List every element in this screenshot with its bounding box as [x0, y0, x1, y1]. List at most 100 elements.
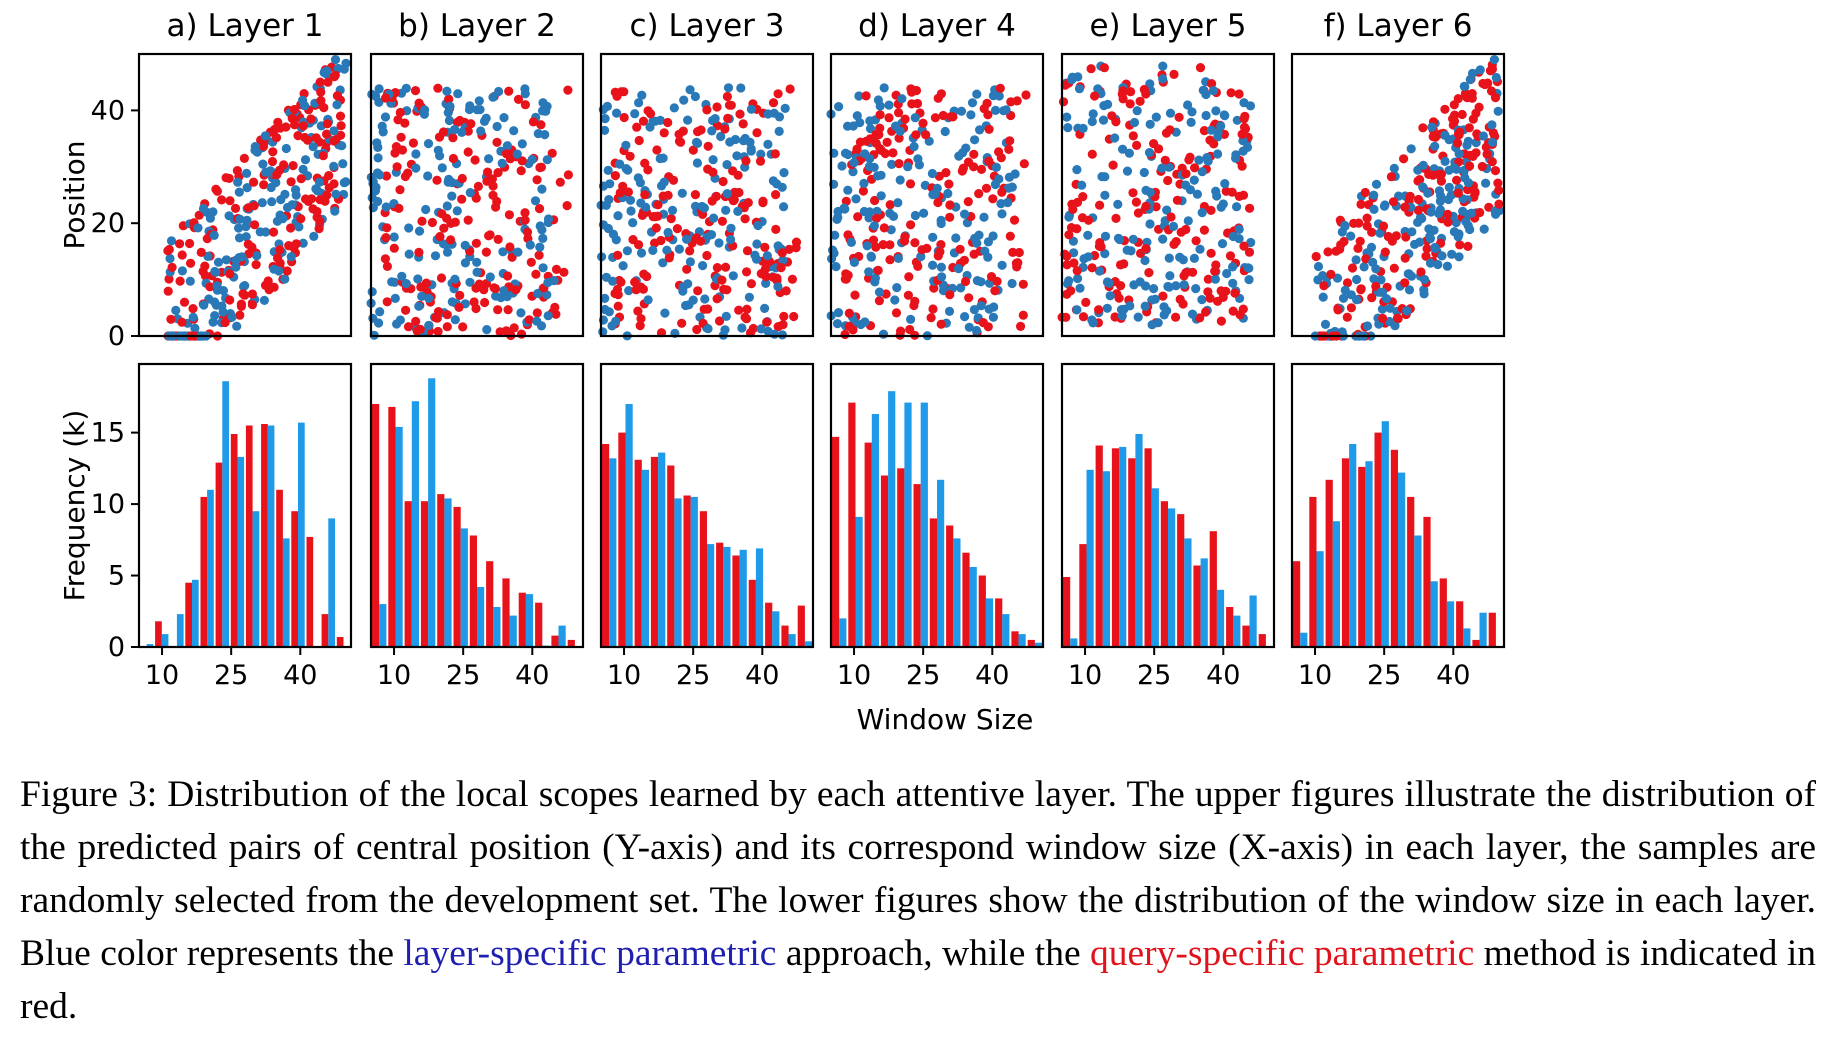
scatter-point-red: [882, 137, 892, 147]
scatter-point-blue: [212, 281, 222, 291]
scatter-point-blue: [1189, 175, 1199, 185]
scatter-point-red: [787, 274, 798, 284]
scatter-point-red: [1428, 132, 1438, 142]
scatter-point-blue: [217, 301, 227, 311]
scatter-point-red: [1443, 217, 1453, 227]
scatter-point-blue: [257, 198, 267, 208]
scatter-point-red: [493, 168, 503, 178]
scatter-point-red: [760, 264, 771, 274]
scatter-point-red: [1234, 191, 1244, 201]
scatter-point-red: [396, 132, 406, 142]
scatter-point-red: [875, 110, 885, 120]
scatter-point-red: [194, 210, 204, 220]
scatter-point-blue: [193, 223, 203, 233]
scatter-point-blue: [1458, 206, 1468, 216]
scatter-point-red: [263, 276, 273, 286]
bar-red: [897, 468, 905, 647]
bar-red: [748, 579, 756, 647]
scatter-point-blue: [1186, 117, 1196, 127]
scatter-point-red: [268, 147, 278, 157]
scatter-point-blue: [679, 95, 689, 105]
bar-red: [864, 442, 872, 647]
scatter-point-blue: [1404, 269, 1414, 279]
scatter-point-red: [717, 275, 727, 285]
scatter-point-blue: [832, 214, 842, 224]
scatter-point-blue: [1430, 141, 1440, 151]
scatter-point-blue: [1430, 242, 1440, 253]
scatter-point-blue: [1434, 208, 1444, 219]
scatter-point-blue: [389, 232, 399, 242]
scatter-point-red: [455, 115, 465, 126]
scatter-point-red: [1386, 172, 1396, 182]
scatter-point-red: [944, 179, 954, 189]
scatter-point-red: [612, 91, 622, 101]
scatter-point-red: [446, 235, 456, 245]
scatter-point-blue: [401, 83, 411, 93]
scatter-point-red: [1111, 117, 1121, 127]
scatter-point-red: [1160, 155, 1170, 165]
scatter-point-blue: [1481, 178, 1491, 188]
scatter-point-red: [623, 187, 634, 197]
scatter-point-blue: [600, 125, 610, 135]
scatter-point-blue: [419, 109, 429, 119]
scatter-point-red: [738, 119, 748, 129]
scatter-point-blue: [1072, 165, 1082, 175]
scatter-point-red: [188, 304, 198, 314]
scatter-point-red: [1388, 197, 1399, 207]
scatter-point-blue: [658, 258, 668, 268]
scatter-point-red: [289, 104, 300, 115]
scatter-point-blue: [612, 108, 622, 118]
scatter-point-red: [1195, 63, 1206, 73]
scatter-point-blue: [424, 293, 434, 303]
scatter-point-red: [1132, 140, 1142, 150]
scatter-point-blue: [484, 154, 494, 164]
scatter-points: [1057, 61, 1256, 330]
scatter-point-blue: [700, 294, 710, 304]
scatter-point-blue: [417, 291, 427, 301]
scatter-point-red: [1339, 236, 1349, 247]
bar-red: [1358, 466, 1366, 647]
scatter-point-red: [1064, 230, 1074, 240]
scatter-point-red: [1163, 175, 1173, 186]
scatter-point-red: [936, 319, 946, 329]
x-tick-label: 10: [1068, 660, 1102, 691]
bar-blue: [755, 548, 764, 647]
scatter-point-red: [1399, 154, 1409, 164]
y-tick-label: 0: [108, 632, 125, 663]
bar-red: [535, 602, 543, 647]
scatter-point-red: [1421, 251, 1431, 261]
scatter-point-blue: [1189, 253, 1199, 263]
scatter-point-blue: [876, 170, 886, 180]
scatter-point-red: [699, 304, 709, 314]
scatter-point-blue: [768, 176, 779, 186]
bar-red: [1027, 639, 1035, 647]
scatter-frame: [829, 52, 1045, 338]
scatter-point-blue: [1376, 275, 1386, 285]
scatter-point-blue: [997, 209, 1007, 219]
scatter-point-red: [1400, 202, 1410, 212]
scatter-point-red: [658, 191, 668, 201]
scatter-point-red: [1139, 84, 1149, 95]
scatter-point-red: [688, 145, 698, 155]
scatter-point-red: [690, 190, 701, 200]
scatter-point-blue: [517, 139, 527, 149]
scatter-point-blue: [833, 308, 844, 318]
scatter-point-blue: [762, 251, 773, 261]
bar-red: [567, 639, 575, 647]
scatter-point-red: [903, 290, 914, 300]
scatter-point-blue: [893, 198, 903, 208]
scatter-point-red: [290, 120, 300, 130]
panel-title: b) Layer 2: [398, 8, 556, 44]
scatter-point-blue: [339, 178, 349, 188]
scatter-point-blue: [242, 183, 252, 193]
scatter-point-blue: [1239, 98, 1249, 108]
scatter-point-blue: [919, 208, 929, 218]
scatter-point-red: [224, 173, 234, 183]
scatter-point-red: [211, 184, 221, 194]
scatter-point-red: [311, 133, 321, 143]
scatter-point-blue: [538, 263, 548, 273]
bar-blue: [1135, 434, 1143, 647]
scatter-point-blue: [1004, 183, 1014, 193]
scatter-point-red: [1012, 96, 1022, 106]
scatter-point-red: [930, 113, 941, 123]
